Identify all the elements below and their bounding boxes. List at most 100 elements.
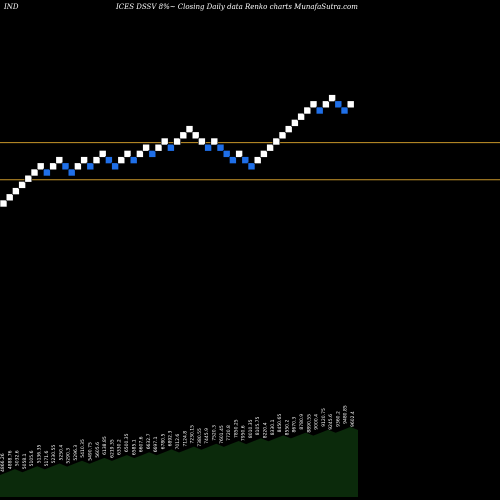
up-brick (92, 156, 101, 164)
down-brick (204, 143, 212, 152)
volume-label: 5230.55 (51, 445, 57, 464)
volume-label: 7520.3 (212, 425, 218, 441)
volume-label: 5058.1 (22, 453, 28, 469)
up-brick (266, 143, 274, 152)
volume-label: 5105.6 (29, 450, 35, 466)
chart-title: ICES DSSV 8%~ Closing Daily data Renko c… (116, 3, 358, 11)
volume-label: 8220.4 (263, 422, 269, 438)
volume-label: 8105.75 (255, 416, 261, 435)
volume-label: 7230.15 (190, 425, 196, 444)
up-brick (297, 112, 305, 121)
volume-label: 6138.85 (102, 436, 108, 455)
volume-label: 6330.2 (117, 439, 123, 455)
up-brick (160, 137, 169, 146)
up-brick (0, 199, 8, 208)
up-brick (322, 100, 330, 109)
volume-label: 5605.6 (95, 442, 101, 458)
volume-label: 7950.6 (241, 425, 247, 441)
volume-fill (0, 426, 358, 497)
volume-label: 5250.4 (58, 445, 64, 461)
volume-label: 6697.1 (153, 436, 159, 452)
volume-label: 8670.3 (292, 417, 298, 433)
volume-label: 6607.6 (139, 436, 145, 452)
up-brick (173, 137, 181, 146)
down-brick (86, 162, 95, 171)
volume-label: 9602.4 (350, 411, 356, 427)
up-brick (179, 131, 188, 140)
volume-label: 6585.1 (131, 439, 137, 455)
down-brick (334, 100, 343, 109)
down-brick (167, 143, 175, 152)
volume-label: 7850.25 (233, 419, 239, 438)
volume-label: 4888.76 (7, 450, 13, 469)
up-brick (136, 150, 144, 158)
reference-lines (0, 142, 500, 181)
volume-label: 5171.6 (44, 451, 50, 467)
up-brick (55, 156, 64, 164)
up-brick (30, 168, 39, 177)
up-brick (346, 100, 355, 109)
volume-label: 5032.6 (15, 450, 21, 466)
volume-label: 8780.9 (299, 414, 305, 430)
down-brick (61, 162, 70, 171)
down-brick (148, 150, 157, 158)
down-brick (247, 162, 256, 171)
volume-label: 6632.7 (146, 433, 152, 449)
up-brick (24, 174, 33, 183)
volume-label: 8450.65 (277, 414, 283, 433)
down-brick (129, 156, 138, 164)
down-brick (67, 168, 76, 177)
down-brick (216, 143, 225, 152)
up-brick (117, 156, 126, 164)
up-brick (291, 119, 299, 127)
up-brick (36, 162, 45, 171)
up-brick (5, 193, 14, 202)
volume-label: 9120.75 (321, 408, 327, 427)
volume-label: 9360.2 (335, 411, 341, 427)
up-brick (18, 181, 26, 189)
up-brick (272, 137, 281, 146)
up-brick (328, 94, 336, 102)
up-brick (210, 137, 219, 146)
up-brick (185, 125, 194, 133)
down-brick (105, 156, 113, 164)
up-brick (303, 106, 312, 115)
renko-bricks (0, 94, 355, 208)
volume-label: 7012.6 (175, 434, 181, 450)
volume-label: 6892.3 (168, 431, 174, 447)
down-brick (340, 106, 349, 115)
volume-label: 5136.35 (37, 445, 43, 464)
volume-label: 5296.3 (73, 445, 79, 461)
up-brick (80, 156, 88, 164)
down-brick (241, 156, 250, 164)
volume-label: 8330.1 (270, 419, 276, 435)
up-brick (278, 131, 287, 140)
volume-labels: 4866.26 4888.76 5032.6 5058.1 5105.6 5136.35 5… (0, 405, 356, 472)
volume-label: 8010.35 (248, 419, 254, 438)
header-ticker-label: IND (4, 3, 19, 11)
up-brick (12, 187, 20, 195)
volume-label: 7720.8 (226, 425, 232, 441)
up-brick (235, 150, 243, 158)
volume-label: 8890.55 (306, 414, 312, 433)
volume-label: 5490.75 (88, 442, 94, 461)
volume-label: 9000.4 (314, 414, 320, 430)
volume-label: 5410.35 (80, 439, 86, 458)
volume-label: 8550.2 (284, 420, 290, 436)
up-brick (284, 125, 293, 133)
up-brick (74, 162, 82, 171)
up-brick (142, 143, 150, 152)
volume-label: 6500.35 (124, 433, 130, 452)
down-brick (229, 156, 237, 164)
volume-label: 6219.35 (109, 439, 115, 458)
up-brick (154, 143, 163, 152)
up-brick (253, 156, 262, 164)
volume-label: 7380.55 (197, 428, 203, 447)
up-brick (260, 150, 268, 158)
up-brick (309, 100, 318, 109)
volume-area (0, 426, 358, 497)
down-brick (43, 168, 51, 177)
volume-label: 7445.9 (204, 428, 210, 444)
volume-label: 7601.45 (219, 425, 225, 444)
